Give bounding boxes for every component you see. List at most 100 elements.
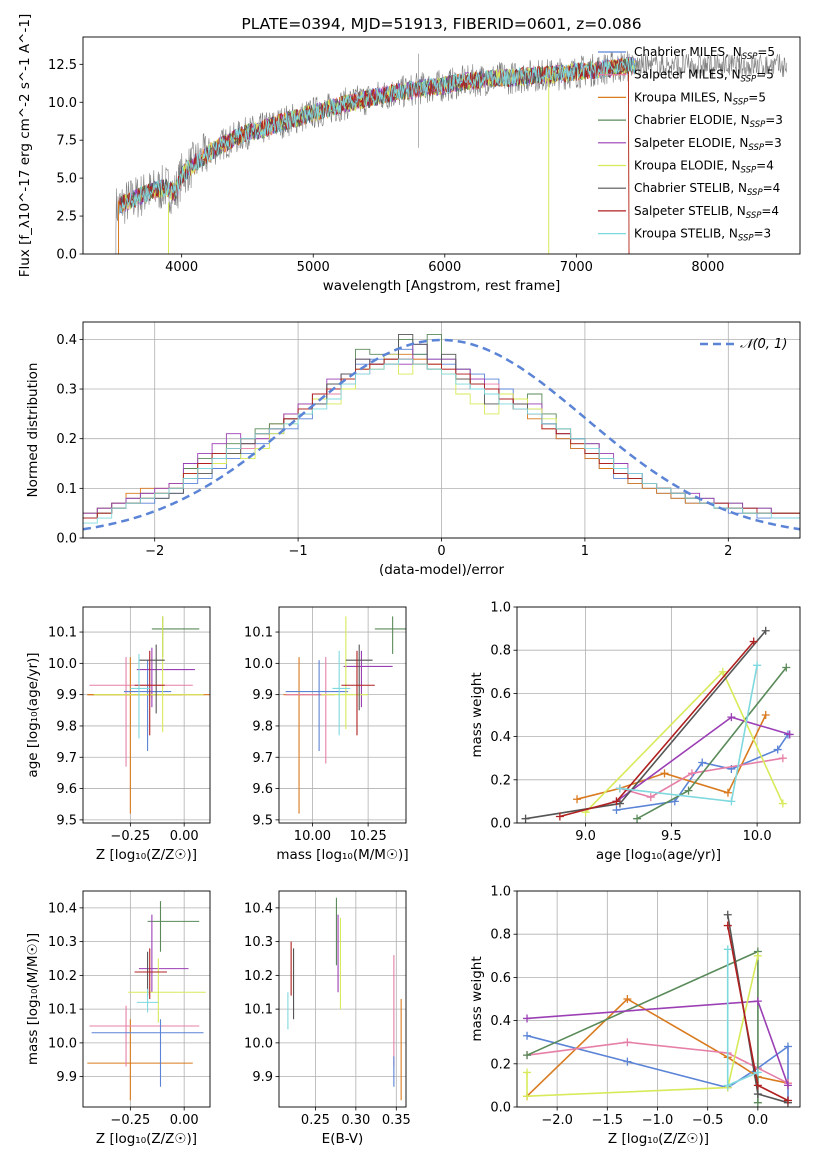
errorbar-point-6 xyxy=(128,958,206,1023)
mass-weight-marker xyxy=(523,1092,532,1101)
errorbar-point-3 xyxy=(91,1019,204,1087)
mass-weight-line-6 xyxy=(526,955,759,1098)
mass-weight-marker xyxy=(718,667,727,676)
mass-weight-marker xyxy=(523,1051,532,1060)
y-tick-label: 10.1 xyxy=(244,1003,273,1018)
mass-weight-marker xyxy=(778,754,787,763)
y-tick-label: 10.1 xyxy=(48,626,77,641)
massweight-vs-age-plot-area xyxy=(521,626,794,823)
y-tick-label: 9.9 xyxy=(252,1070,273,1085)
errorbar-point-7 xyxy=(93,616,204,733)
age-vs-mass-grid xyxy=(279,607,406,823)
legend-label: Chabrier MILES, NSSP=5 xyxy=(634,45,775,62)
massweight-vs-metallicity-xlabel: Z [log₁₀(Z/Z☉)] xyxy=(608,1131,709,1147)
errorbar-point-8 xyxy=(341,650,375,736)
errorbar-point-4 xyxy=(374,616,406,654)
model-line-4 xyxy=(118,57,636,216)
errorbar-point-1 xyxy=(87,1019,193,1101)
mass-weight-line-4 xyxy=(526,950,759,1103)
y-tick-label: 0.8 xyxy=(490,928,511,943)
x-tick-label: −0.25 xyxy=(110,1113,150,1128)
age-vs-metallicity-xlabel: Z [log₁₀(Z/Z☉)] xyxy=(96,847,197,863)
y-tick-label: 1.0 xyxy=(490,601,511,616)
x-tick-label: −2.0 xyxy=(541,1113,573,1128)
mass-vs-metallicity-xlabel: Z [log₁₀(Z/Z☉)] xyxy=(96,1131,197,1147)
mass-weight-marker xyxy=(753,951,762,960)
y-tick-label: 7.5 xyxy=(56,134,77,149)
x-tick-label: 8000 xyxy=(691,260,724,275)
x-tick-label: 10.0 xyxy=(743,829,772,844)
y-tick-label: 10.3 xyxy=(244,935,273,950)
y-tick-label: 0.2 xyxy=(490,773,511,788)
model-line-7 xyxy=(118,57,636,216)
model-line-8 xyxy=(118,57,630,254)
y-tick-label: 0.0 xyxy=(490,1101,511,1116)
mass-weight-marker xyxy=(785,730,794,739)
x-tick-label: 1 xyxy=(581,544,589,559)
massweight-vs-metallicity-panel: −2.0 −1.5 −1.0 −0.5 0.0 0.0 0.2 0.4 0.6 0.8 1.0 Z [… xyxy=(469,885,801,1147)
legend-label: Salpeter MILES, NSSP=5 xyxy=(634,68,774,85)
age-vs-mass-axes: 10.00 10.25 9.5 9.6 9.7 9.8 9.9 10.0 10.1 mass [l… xyxy=(244,606,409,863)
mass-weight-marker xyxy=(573,795,582,804)
x-tick-label: −1.0 xyxy=(642,1113,674,1128)
legend-label: Kroupa STELIB, NSSP=3 xyxy=(634,227,771,244)
y-tick-label: 0.2 xyxy=(56,432,77,447)
mass-weight-marker xyxy=(684,786,693,795)
y-tick-label: 10.0 xyxy=(244,657,273,672)
mass-weight-marker xyxy=(727,797,736,806)
mass-weight-line-5 xyxy=(616,716,790,803)
y-tick-label: 9.9 xyxy=(56,688,77,703)
mass-weight-marker xyxy=(761,626,770,635)
errorbar-point-8 xyxy=(138,644,165,714)
errorbar-point-5 xyxy=(138,914,189,993)
massweight-vs-metallicity-ylabel: mass weight xyxy=(469,956,485,1041)
errorbar-point-9 xyxy=(332,650,351,736)
model-line-2 xyxy=(118,58,636,216)
y-tick-label: 0.4 xyxy=(490,1014,511,1029)
errorbar-point-9 xyxy=(136,988,159,1013)
mass-weight-marker xyxy=(615,784,624,793)
mass-vs-metallicity-axes: −0.25 0.00 9.9 10.0 10.1 10.2 10.3 10.4 Z [log₁₀… xyxy=(25,890,211,1147)
mass-weight-marker xyxy=(660,769,669,778)
y-tick-label: 0.1 xyxy=(56,482,77,497)
age-vs-metallicity-plot-area xyxy=(87,616,210,814)
age-vs-mass-plot-area xyxy=(283,616,406,814)
spectrum-frame xyxy=(82,36,801,255)
legend-label: Salpeter ELODIE, NSSP=3 xyxy=(634,136,782,153)
mass-weight-marker xyxy=(555,812,564,821)
spectrum-title: PLATE=0394, MJD=51913, FIBERID=0601, z=0… xyxy=(241,15,641,33)
y-tick-label: 0.6 xyxy=(490,687,511,702)
y-tick-label: 5.0 xyxy=(56,172,77,187)
mass-weight-marker xyxy=(698,758,707,767)
mass-weight-marker xyxy=(646,793,655,802)
x-tick-label: 0.00 xyxy=(170,1113,199,1128)
x-tick-label: 0.25 xyxy=(301,1113,330,1128)
errorbar-point-8 xyxy=(134,948,167,999)
mass-weight-marker xyxy=(753,1090,762,1099)
spectrum-xlabel: wavelength [Angstrom, rest frame] xyxy=(323,278,561,294)
y-tick-label: 0.6 xyxy=(490,971,511,986)
y-tick-label: 9.8 xyxy=(56,719,77,734)
residuals-ylabel: Normed distribution xyxy=(25,363,41,498)
y-tick-label: 10.2 xyxy=(48,969,77,984)
mass-weight-marker xyxy=(727,713,736,722)
legend-label: 𝒩(0, 1) xyxy=(740,337,787,352)
x-tick-label: −1.5 xyxy=(592,1113,624,1128)
mass-weight-marker xyxy=(783,1096,792,1105)
x-tick-label: 0 xyxy=(437,544,445,559)
mass-weight-marker xyxy=(612,806,621,815)
mass-weight-marker xyxy=(523,1014,532,1023)
massweight-vs-age-xlabel: age [log₁₀(age/yr)] xyxy=(596,847,721,863)
y-tick-label: 9.9 xyxy=(56,1070,77,1085)
errorbar-point-1 xyxy=(283,657,324,814)
mass-vs-extinction-frame xyxy=(278,890,407,1108)
model-line-5 xyxy=(118,57,636,216)
age-vs-mass-xlabel: mass [log₁₀(M/M☉)] xyxy=(276,847,408,863)
mass-weight-marker xyxy=(753,661,762,670)
y-tick-label: 10.4 xyxy=(244,901,273,916)
errorbar-point-4 xyxy=(147,901,200,952)
mass-weight-marker xyxy=(749,637,758,646)
mass-weight-marker xyxy=(623,1057,632,1066)
mass-vs-extinction-grid xyxy=(279,891,406,1107)
mass-weight-marker xyxy=(623,995,632,1003)
